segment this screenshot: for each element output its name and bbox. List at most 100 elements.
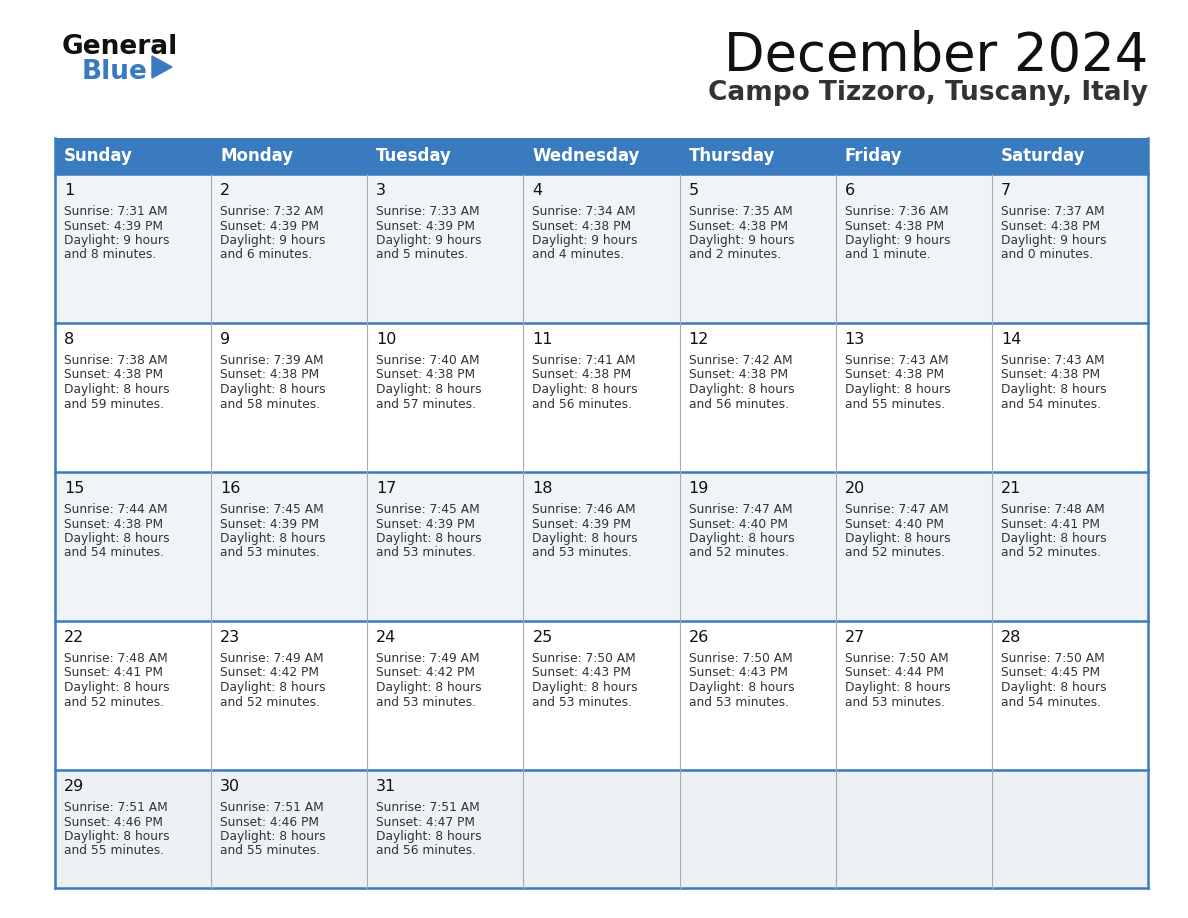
Text: and 54 minutes.: and 54 minutes. xyxy=(1000,696,1101,709)
Bar xyxy=(835,138,992,174)
Text: Sunset: 4:43 PM: Sunset: 4:43 PM xyxy=(532,666,632,679)
Text: Daylight: 9 hours: Daylight: 9 hours xyxy=(1000,234,1106,247)
Text: Daylight: 8 hours: Daylight: 8 hours xyxy=(377,681,482,694)
Text: Daylight: 8 hours: Daylight: 8 hours xyxy=(845,681,950,694)
Text: 15: 15 xyxy=(64,481,84,496)
Text: Wednesday: Wednesday xyxy=(532,147,640,165)
Text: and 53 minutes.: and 53 minutes. xyxy=(845,696,944,709)
Text: 2: 2 xyxy=(220,183,230,198)
Text: Sunrise: 7:33 AM: Sunrise: 7:33 AM xyxy=(377,205,480,218)
Text: Monday: Monday xyxy=(220,147,293,165)
Text: and 0 minutes.: and 0 minutes. xyxy=(1000,249,1093,262)
Text: Daylight: 8 hours: Daylight: 8 hours xyxy=(220,681,326,694)
Text: Saturday: Saturday xyxy=(1000,147,1086,165)
Bar xyxy=(55,621,1148,770)
Text: Sunset: 4:39 PM: Sunset: 4:39 PM xyxy=(377,518,475,531)
Text: Daylight: 8 hours: Daylight: 8 hours xyxy=(377,830,482,843)
Text: Daylight: 9 hours: Daylight: 9 hours xyxy=(532,234,638,247)
Text: Sunset: 4:39 PM: Sunset: 4:39 PM xyxy=(377,219,475,232)
Text: 19: 19 xyxy=(689,481,709,496)
Text: Sunset: 4:46 PM: Sunset: 4:46 PM xyxy=(64,815,163,829)
Text: and 8 minutes.: and 8 minutes. xyxy=(64,249,157,262)
Text: 21: 21 xyxy=(1000,481,1022,496)
Text: Sunrise: 7:47 AM: Sunrise: 7:47 AM xyxy=(689,503,792,516)
Text: Daylight: 8 hours: Daylight: 8 hours xyxy=(1000,383,1106,396)
Text: Sunset: 4:40 PM: Sunset: 4:40 PM xyxy=(845,518,943,531)
Text: Sunset: 4:38 PM: Sunset: 4:38 PM xyxy=(845,368,943,382)
Text: and 5 minutes.: and 5 minutes. xyxy=(377,249,468,262)
Text: Sunrise: 7:51 AM: Sunrise: 7:51 AM xyxy=(377,801,480,814)
Text: Sunset: 4:38 PM: Sunset: 4:38 PM xyxy=(1000,219,1100,232)
Text: and 55 minutes.: and 55 minutes. xyxy=(64,845,164,857)
Text: 20: 20 xyxy=(845,481,865,496)
Text: 30: 30 xyxy=(220,779,240,794)
Text: Sunrise: 7:43 AM: Sunrise: 7:43 AM xyxy=(1000,354,1105,367)
Text: and 55 minutes.: and 55 minutes. xyxy=(220,845,321,857)
Text: and 53 minutes.: and 53 minutes. xyxy=(532,546,632,559)
Text: and 54 minutes.: and 54 minutes. xyxy=(64,546,164,559)
Text: and 1 minute.: and 1 minute. xyxy=(845,249,930,262)
Text: Sunset: 4:38 PM: Sunset: 4:38 PM xyxy=(845,219,943,232)
Text: December 2024: December 2024 xyxy=(723,30,1148,82)
Text: Sunrise: 7:45 AM: Sunrise: 7:45 AM xyxy=(377,503,480,516)
Text: 17: 17 xyxy=(377,481,397,496)
Text: and 53 minutes.: and 53 minutes. xyxy=(532,696,632,709)
Text: 23: 23 xyxy=(220,630,240,645)
Bar xyxy=(680,138,835,174)
Text: Sunrise: 7:51 AM: Sunrise: 7:51 AM xyxy=(64,801,168,814)
Text: 25: 25 xyxy=(532,630,552,645)
Text: Sunrise: 7:37 AM: Sunrise: 7:37 AM xyxy=(1000,205,1105,218)
Text: Thursday: Thursday xyxy=(689,147,775,165)
Text: Sunrise: 7:50 AM: Sunrise: 7:50 AM xyxy=(1000,652,1105,665)
Text: 7: 7 xyxy=(1000,183,1011,198)
Text: and 53 minutes.: and 53 minutes. xyxy=(220,546,320,559)
Text: Daylight: 8 hours: Daylight: 8 hours xyxy=(689,681,795,694)
Text: and 6 minutes.: and 6 minutes. xyxy=(220,249,312,262)
Text: Sunset: 4:38 PM: Sunset: 4:38 PM xyxy=(64,368,163,382)
Text: Sunrise: 7:35 AM: Sunrise: 7:35 AM xyxy=(689,205,792,218)
Bar xyxy=(524,138,680,174)
Text: General: General xyxy=(62,34,178,60)
Text: 22: 22 xyxy=(64,630,84,645)
Text: Sunrise: 7:38 AM: Sunrise: 7:38 AM xyxy=(64,354,168,367)
Text: Sunset: 4:38 PM: Sunset: 4:38 PM xyxy=(220,368,320,382)
Text: Sunset: 4:39 PM: Sunset: 4:39 PM xyxy=(220,518,320,531)
Text: Sunrise: 7:39 AM: Sunrise: 7:39 AM xyxy=(220,354,324,367)
Text: Daylight: 8 hours: Daylight: 8 hours xyxy=(845,532,950,545)
Text: Daylight: 8 hours: Daylight: 8 hours xyxy=(64,681,170,694)
Text: Sunrise: 7:46 AM: Sunrise: 7:46 AM xyxy=(532,503,636,516)
Text: Sunset: 4:38 PM: Sunset: 4:38 PM xyxy=(532,219,632,232)
Text: Daylight: 8 hours: Daylight: 8 hours xyxy=(64,383,170,396)
Text: Sunrise: 7:32 AM: Sunrise: 7:32 AM xyxy=(220,205,324,218)
Text: Daylight: 8 hours: Daylight: 8 hours xyxy=(64,532,170,545)
Text: and 53 minutes.: and 53 minutes. xyxy=(689,696,789,709)
Text: Daylight: 8 hours: Daylight: 8 hours xyxy=(689,532,795,545)
Text: 26: 26 xyxy=(689,630,709,645)
Text: and 58 minutes.: and 58 minutes. xyxy=(220,397,321,410)
Text: 4: 4 xyxy=(532,183,543,198)
Text: Sunrise: 7:51 AM: Sunrise: 7:51 AM xyxy=(220,801,324,814)
Text: 10: 10 xyxy=(377,332,397,347)
Text: Sunset: 4:38 PM: Sunset: 4:38 PM xyxy=(1000,368,1100,382)
Text: Sunset: 4:42 PM: Sunset: 4:42 PM xyxy=(220,666,320,679)
Text: Sunset: 4:39 PM: Sunset: 4:39 PM xyxy=(64,219,163,232)
Text: Daylight: 9 hours: Daylight: 9 hours xyxy=(845,234,950,247)
Text: 27: 27 xyxy=(845,630,865,645)
Text: and 53 minutes.: and 53 minutes. xyxy=(377,696,476,709)
Text: 24: 24 xyxy=(377,630,397,645)
Text: Sunday: Sunday xyxy=(64,147,133,165)
Text: Daylight: 8 hours: Daylight: 8 hours xyxy=(532,532,638,545)
Text: 1: 1 xyxy=(64,183,74,198)
Text: Sunrise: 7:43 AM: Sunrise: 7:43 AM xyxy=(845,354,948,367)
Bar xyxy=(367,138,524,174)
Text: Sunrise: 7:49 AM: Sunrise: 7:49 AM xyxy=(220,652,324,665)
Text: Daylight: 8 hours: Daylight: 8 hours xyxy=(377,383,482,396)
Text: and 4 minutes.: and 4 minutes. xyxy=(532,249,625,262)
Bar xyxy=(55,138,211,174)
Text: Daylight: 8 hours: Daylight: 8 hours xyxy=(689,383,795,396)
Text: Sunrise: 7:42 AM: Sunrise: 7:42 AM xyxy=(689,354,792,367)
Text: Daylight: 8 hours: Daylight: 8 hours xyxy=(1000,532,1106,545)
Text: Sunrise: 7:40 AM: Sunrise: 7:40 AM xyxy=(377,354,480,367)
Text: and 59 minutes.: and 59 minutes. xyxy=(64,397,164,410)
Text: Sunset: 4:41 PM: Sunset: 4:41 PM xyxy=(64,666,163,679)
